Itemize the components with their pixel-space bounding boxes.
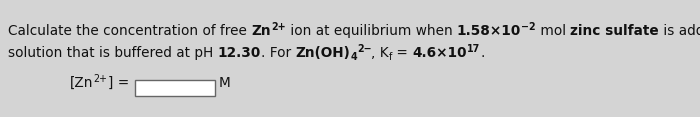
Text: 2+: 2+: [271, 22, 286, 33]
Text: f: f: [389, 51, 393, 62]
Text: Zn(OH): Zn(OH): [295, 46, 350, 60]
Text: . For: . For: [261, 46, 295, 60]
Text: mol: mol: [536, 24, 570, 38]
Text: =: =: [393, 46, 412, 60]
Text: 12.30: 12.30: [218, 46, 261, 60]
Text: ] =: ] =: [108, 76, 133, 90]
Text: zinc sulfate: zinc sulfate: [570, 24, 659, 38]
Text: 2+: 2+: [94, 75, 108, 84]
Text: [Zn: [Zn: [70, 76, 94, 90]
Text: solution that is buffered at pH: solution that is buffered at pH: [8, 46, 218, 60]
Text: Calculate the concentration of free: Calculate the concentration of free: [8, 24, 251, 38]
Text: 4.6×10: 4.6×10: [412, 46, 467, 60]
Text: M: M: [219, 76, 231, 90]
Text: ion at equilibrium when: ion at equilibrium when: [286, 24, 456, 38]
Text: −2: −2: [521, 22, 536, 33]
Text: is added to: is added to: [659, 24, 700, 38]
Text: .: .: [480, 46, 484, 60]
Text: , K: , K: [372, 46, 389, 60]
Text: 17: 17: [467, 44, 480, 55]
Text: 1.58×10: 1.58×10: [456, 24, 521, 38]
Text: 2−: 2−: [357, 44, 372, 55]
Text: 4: 4: [350, 51, 357, 62]
Text: Zn: Zn: [251, 24, 271, 38]
